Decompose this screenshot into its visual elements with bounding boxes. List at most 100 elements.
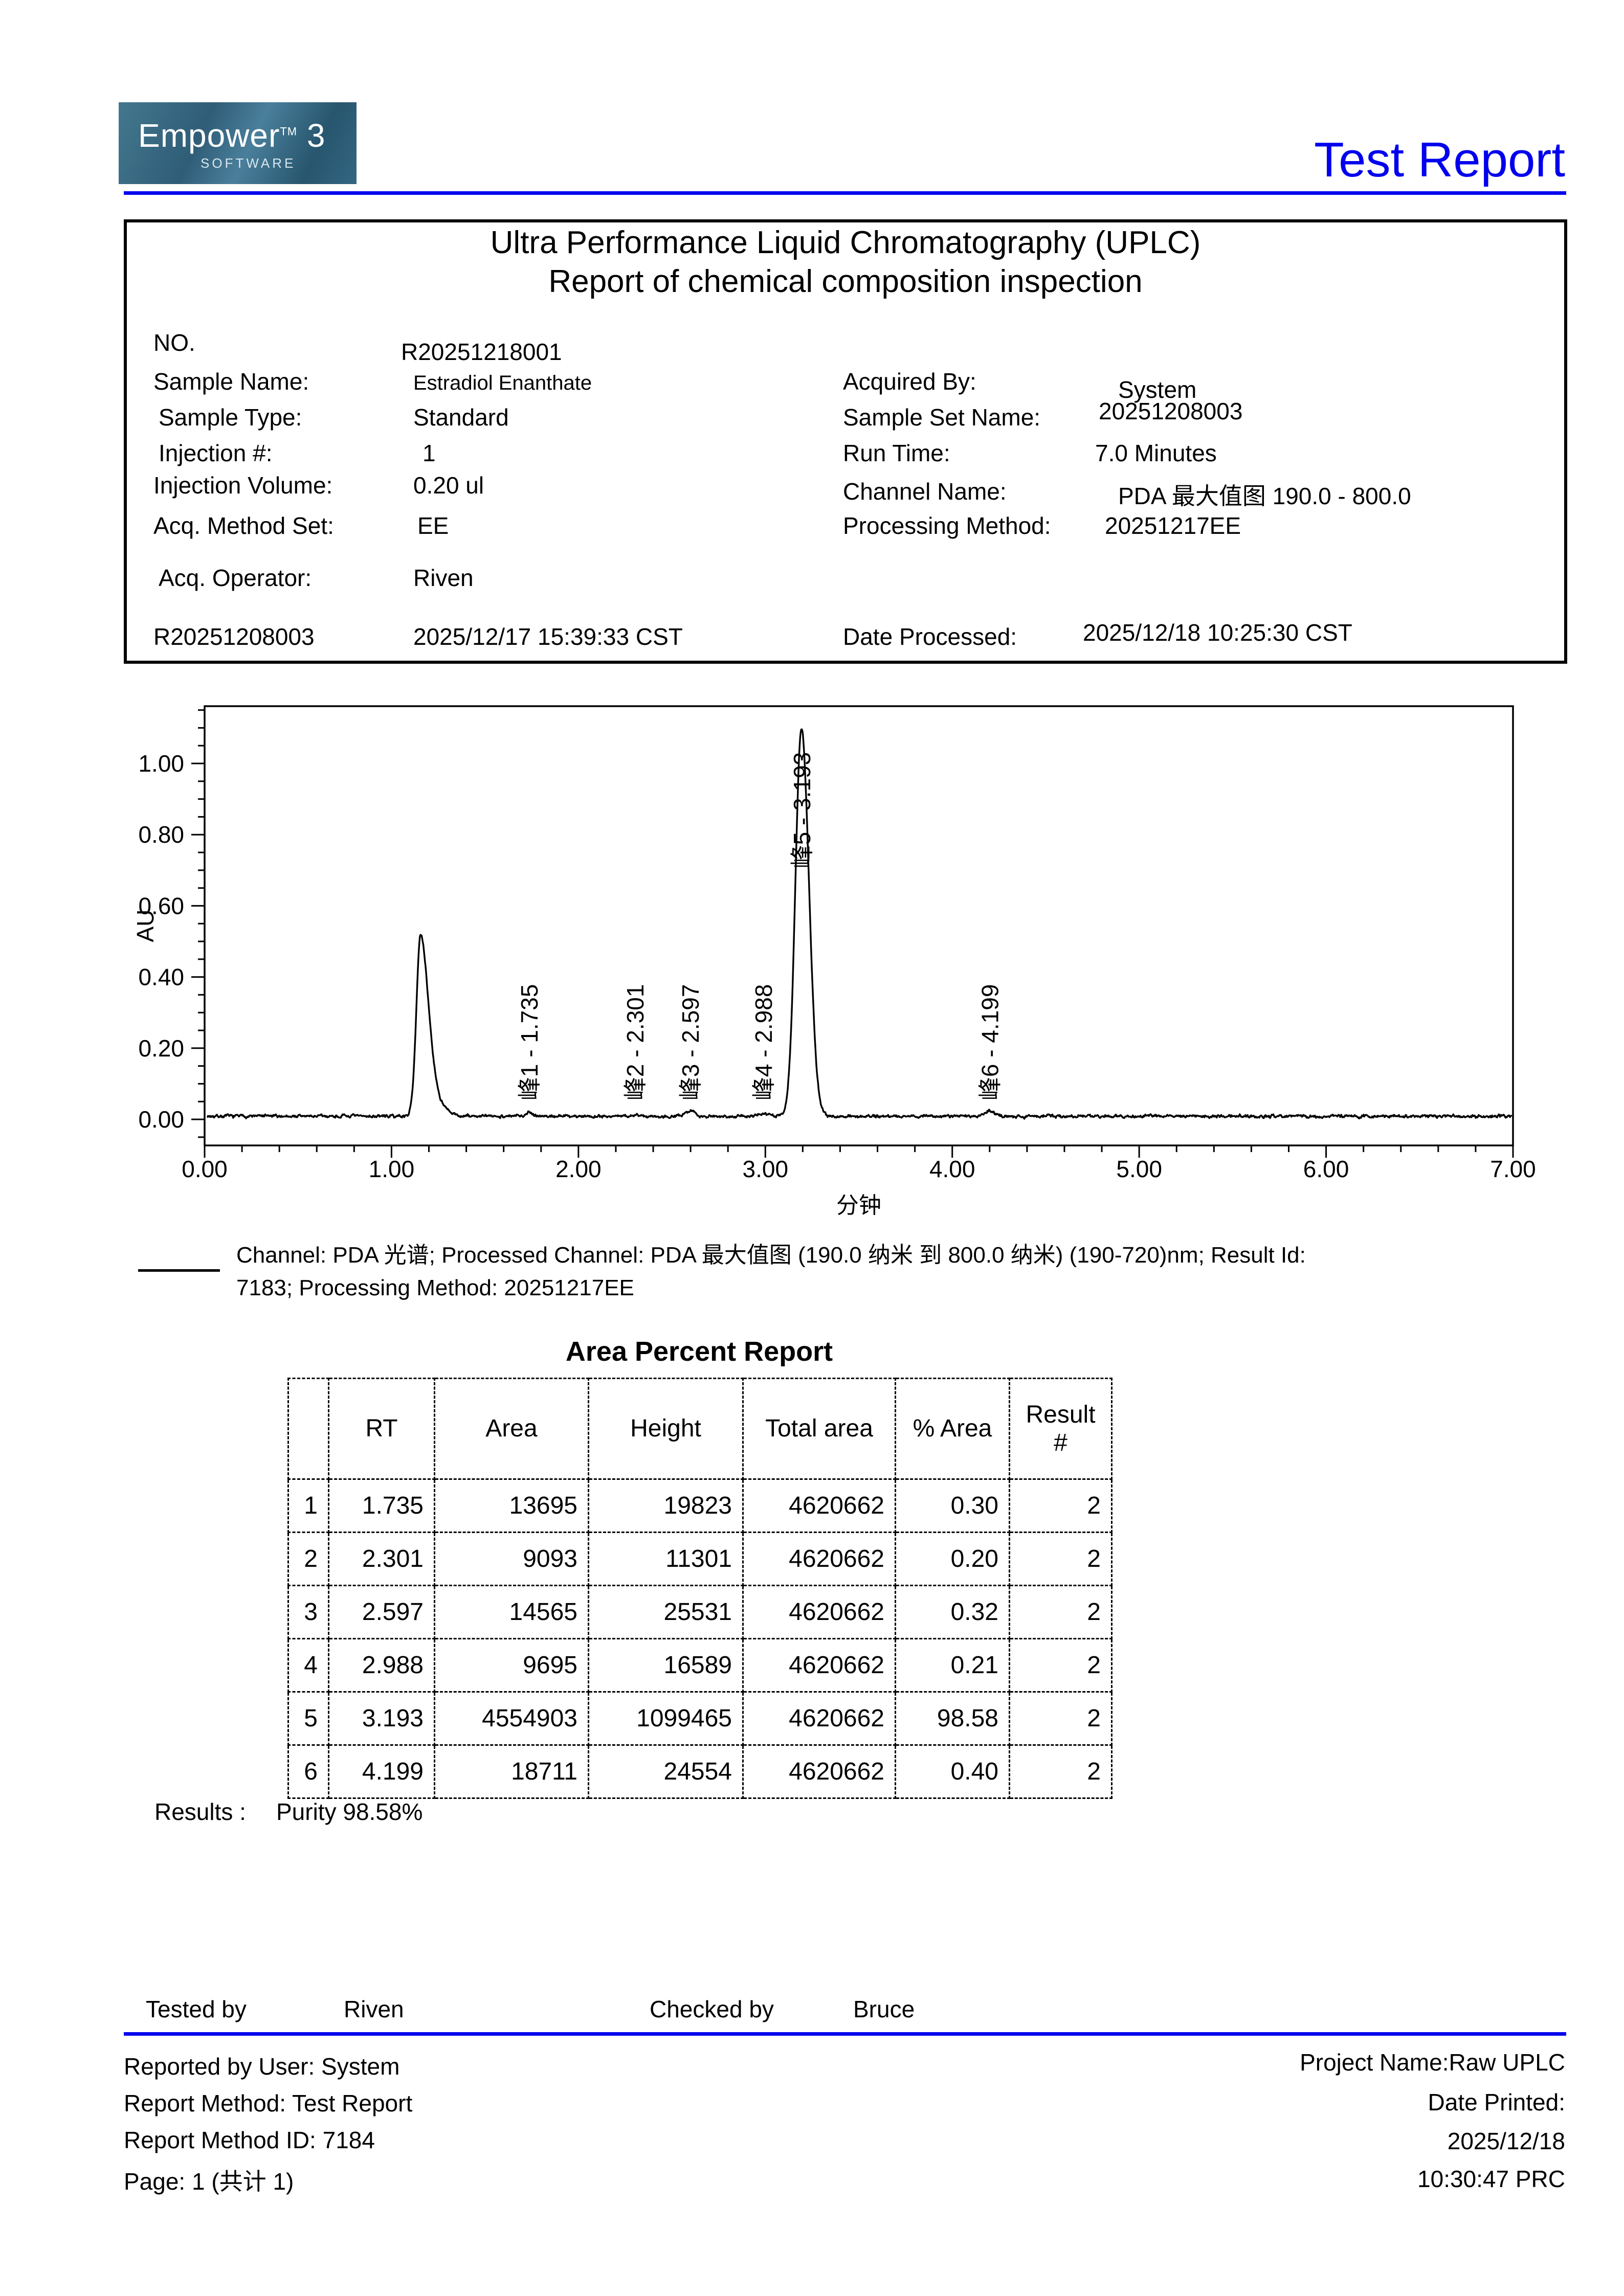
table-cell: 2.301: [328, 1532, 435, 1586]
table-cell: 1: [287, 1478, 329, 1533]
table-cell: 25531: [588, 1585, 744, 1639]
col-header-rt: RT: [328, 1378, 435, 1480]
table-cell: 4: [287, 1638, 329, 1693]
chromatogram-trace: [206, 728, 1512, 1120]
field-label-injection-volume: Injection Volume:: [153, 472, 333, 499]
table-cell: 0.21: [895, 1638, 1010, 1693]
table-cell: 2.988: [328, 1638, 435, 1693]
peak-label: 峰6 - 4.199: [976, 984, 1003, 1101]
field-value-acq-method-set: EE: [417, 512, 449, 539]
field-label-acquired-by: Acquired By:: [843, 368, 976, 395]
y-axis-tick-label: 0.60: [138, 892, 184, 919]
table-cell: 2: [1009, 1585, 1113, 1639]
footer-reported-by: Reported by User: System: [124, 2053, 400, 2080]
tested-by-value: Riven: [344, 1996, 404, 2022]
field-value-injection-volume: 0.20 ul: [413, 472, 484, 499]
table-cell: 0.40: [895, 1744, 1010, 1799]
table-cell: 4620662: [742, 1532, 896, 1586]
table-cell: 18711: [434, 1744, 589, 1799]
empower-logo-text: EmpowerTM 3: [138, 117, 326, 154]
area-report-title: Area Percent Report: [565, 1336, 833, 1367]
x-axis-tick-label: 2.00: [555, 1156, 602, 1182]
table-cell: 2.597: [328, 1585, 435, 1639]
field-label-channel-name: Channel Name:: [843, 478, 1007, 505]
table-cell: 4.199: [328, 1744, 435, 1799]
table-cell: 2: [1009, 1638, 1113, 1693]
footer-report-method-id: Report Method ID: 7184: [124, 2127, 375, 2153]
page-title: Test Report: [1314, 132, 1565, 187]
table-cell: 16589: [588, 1638, 744, 1693]
table-cell: 0.20: [895, 1532, 1010, 1586]
field-label-processing-method: Processing Method:: [843, 512, 1051, 539]
x-axis-tick-label: 3.00: [743, 1156, 789, 1182]
plot-border: [204, 705, 1514, 1146]
field-value-channel-name: PDA 最大值图 190.0 - 800.0: [1118, 483, 1411, 509]
table-cell: 4554903: [434, 1691, 589, 1746]
table-cell: 13695: [434, 1478, 589, 1533]
field-label-sample-name: Sample Name:: [153, 368, 309, 395]
y-axis-tick-label: 0.00: [138, 1106, 184, 1133]
table-cell: 1.735: [328, 1478, 435, 1533]
col-header-total-area: Total area: [742, 1378, 896, 1480]
table-cell: 4620662: [742, 1744, 896, 1799]
y-axis-tick-label: 0.40: [138, 964, 184, 991]
report-title-line1: Ultra Performance Liquid Chromatography …: [490, 225, 1201, 260]
footer-page-number: Page: 1 (共计 1): [124, 2168, 294, 2195]
area-percent-table: RT Area Height Total area % Area Result …: [287, 1378, 1113, 1799]
field-label-date-processed: Date Processed:: [843, 623, 1017, 650]
table-cell: 14565: [434, 1585, 589, 1639]
table-cell: 2: [1009, 1691, 1113, 1746]
table-cell: 19823: [588, 1478, 744, 1533]
col-header-pct-area: % Area: [895, 1378, 1010, 1480]
field-label-sample-type: Sample Type:: [159, 404, 302, 431]
y-axis-tick-label: 0.80: [138, 821, 184, 848]
field-label-injection-num: Injection #:: [159, 440, 273, 466]
report-title-line2: Report of chemical composition inspectio…: [548, 264, 1143, 299]
table-row: 2 2.301 9093 11301 4620662 0.20 2: [287, 1532, 1113, 1586]
footer-date-printed-time: 10:30:47 PRC: [1417, 2166, 1565, 2192]
checked-by-label: Checked by: [650, 1996, 774, 2022]
footer-date-printed-date: 2025/12/18: [1447, 2128, 1565, 2154]
table-row: 3 2.597 14565 25531 4620662 0.32 2: [287, 1585, 1113, 1639]
footer-rule: [124, 2032, 1566, 2036]
field-value-acq-operator: Riven: [413, 565, 474, 591]
table-cell: 0.30: [895, 1478, 1010, 1533]
field-label-result-set: R20251208003: [153, 623, 315, 650]
x-axis-title: 分钟: [836, 1193, 881, 1218]
field-label-sample-set-name: Sample Set Name:: [843, 404, 1041, 431]
field-value-acquired-datetime: 2025/12/17 15:39:33 CST: [413, 623, 683, 650]
channel-caption-line1: Channel: PDA 光谱; Processed Channel: PDA …: [236, 1243, 1306, 1268]
x-axis-tick-label: 7.00: [1490, 1156, 1536, 1182]
table-cell: 4620662: [742, 1691, 896, 1746]
y-axis-tick-label: 0.20: [138, 1035, 184, 1062]
table-cell: 3: [287, 1585, 329, 1639]
x-axis-tick-label: 4.00: [929, 1156, 975, 1182]
table-cell: 24554: [588, 1744, 744, 1799]
peak-label: 峰3 - 2.597: [677, 984, 704, 1101]
table-cell: 2: [287, 1532, 329, 1586]
col-header-height: Height: [588, 1378, 744, 1480]
table-header-row: RT Area Height Total area % Area Result …: [287, 1378, 1113, 1480]
table-cell: 9093: [434, 1532, 589, 1586]
col-header-area: Area: [434, 1378, 589, 1480]
y-axis-title: AU: [132, 910, 159, 942]
table-row: 4 2.988 9695 16589 4620662 0.21 2: [287, 1638, 1113, 1693]
table-cell: 5: [287, 1691, 329, 1746]
table-cell: 2: [1009, 1532, 1113, 1586]
table-cell: 1099465: [588, 1691, 744, 1746]
field-label-run-time: Run Time:: [843, 440, 950, 466]
x-axis-tick-label: 1.00: [369, 1156, 415, 1182]
sample-info-box: Ultra Performance Liquid Chromatography …: [124, 219, 1567, 664]
table-row: 6 4.199 18711 24554 4620662 0.40 2: [287, 1744, 1113, 1799]
field-label-acq-operator: Acq. Operator:: [159, 565, 312, 591]
col-header-index: [287, 1378, 329, 1480]
channel-legend-line: [138, 1269, 220, 1272]
table-cell: 4620662: [742, 1638, 896, 1693]
field-label-acq-method-set: Acq. Method Set:: [153, 512, 334, 539]
field-label-no: NO.: [153, 329, 195, 356]
table-cell: 4620662: [742, 1478, 896, 1533]
chromatogram-plot: 0.00 0.20 0.40 0.60 0.80 1.00 0.00 1.00 2.00 3.00…: [132, 705, 1536, 1218]
field-value-acquired-by: System: [1118, 376, 1197, 403]
checked-by-value: Bruce: [853, 1996, 915, 2022]
header-rule: [124, 191, 1566, 195]
